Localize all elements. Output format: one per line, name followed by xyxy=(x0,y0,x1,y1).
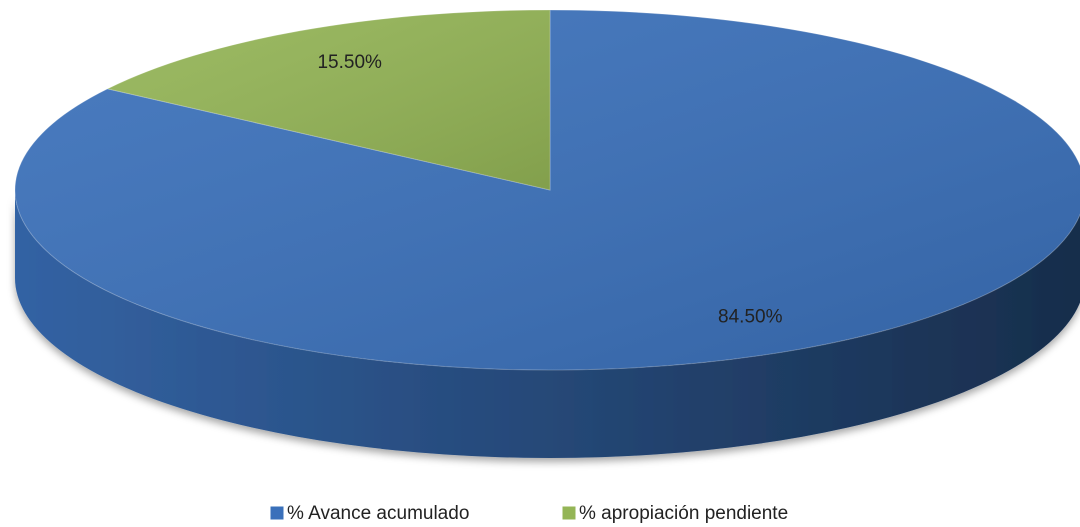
pie: 84.50% 15.50% xyxy=(14,9,1080,458)
legend-swatch xyxy=(561,505,577,521)
pie-side-shade xyxy=(15,190,1080,458)
legend-label: % Avance acumulado xyxy=(287,503,469,524)
data-label: 15.50% xyxy=(317,52,382,73)
legend: % Avance acumulado % apropiación pendient… xyxy=(269,503,788,524)
pie-sides xyxy=(15,190,1080,458)
pie-slice-shade xyxy=(107,10,550,190)
pie-slice-shade xyxy=(15,10,1080,370)
legend-swatch xyxy=(269,505,285,521)
legend-label: % apropiación pendiente xyxy=(579,503,788,524)
data-label: 84.50% xyxy=(718,306,783,327)
